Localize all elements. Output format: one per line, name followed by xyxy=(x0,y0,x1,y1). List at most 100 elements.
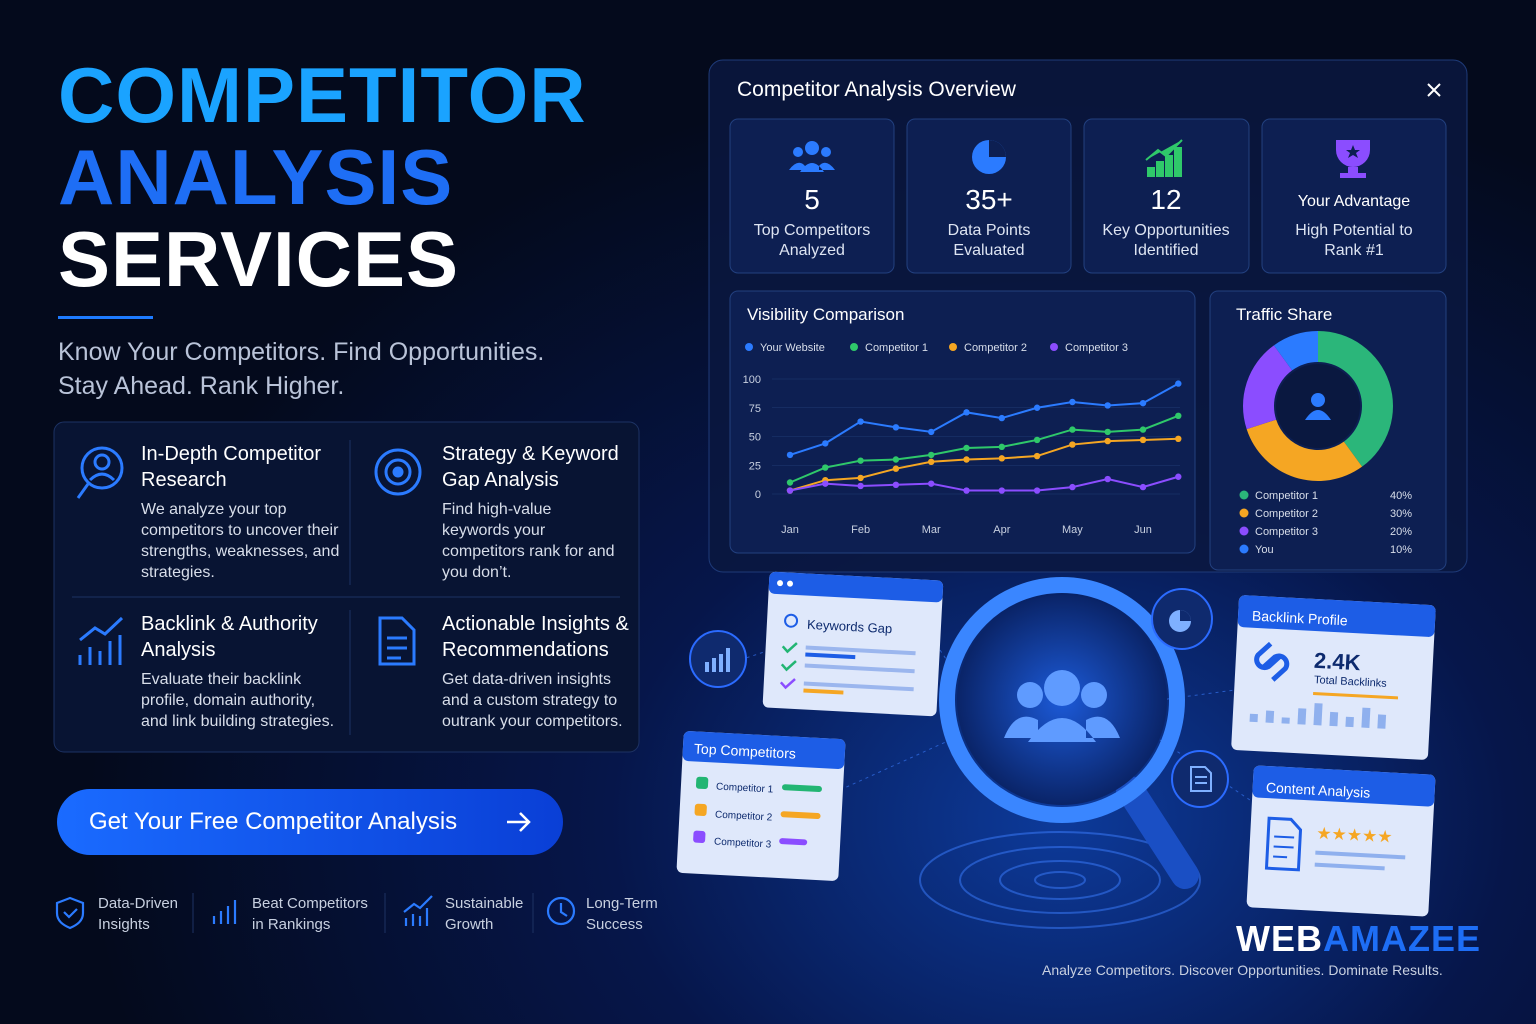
data-point xyxy=(857,418,864,425)
data-point xyxy=(1069,441,1076,448)
center-icon xyxy=(1311,393,1325,407)
series-line xyxy=(789,414,1179,484)
cta-button-bg xyxy=(57,789,563,855)
value-label: 20% xyxy=(1390,526,1412,538)
badge: Beat Competitors in Rankings xyxy=(252,895,368,933)
y-tick-label: 75 xyxy=(749,403,761,415)
data-point xyxy=(963,456,970,463)
brand-part: WEB xyxy=(1236,918,1323,959)
data-point xyxy=(786,451,794,459)
data-point xyxy=(857,474,864,482)
legend-label: Competitor 2 xyxy=(1255,508,1318,520)
x-tick-label: Feb xyxy=(851,524,870,536)
legend-marker xyxy=(1239,490,1249,500)
stat-value: 35+ xyxy=(965,184,1013,215)
data-point xyxy=(1104,437,1111,445)
underline xyxy=(58,316,153,319)
data-point xyxy=(998,443,1005,451)
feature-box xyxy=(53,421,640,753)
cta-arrow xyxy=(507,812,531,832)
subtitle: Know Your Competitors. Find Opportunitie… xyxy=(58,338,545,366)
feature-text: Find high-value keywords your competitor… xyxy=(442,501,615,581)
data-point xyxy=(892,456,900,463)
stat-label: Data Points Evaluated xyxy=(947,222,1031,259)
legend-label: Competitor 1 xyxy=(1255,490,1318,502)
data-point xyxy=(1104,402,1111,409)
y-tick-label: 100 xyxy=(743,374,761,386)
legend-marker xyxy=(850,343,858,351)
y-tick-label: 25 xyxy=(749,460,761,472)
data-point xyxy=(998,455,1005,462)
subtitle: Stay Ahead. Rank Higher. xyxy=(58,372,345,400)
stat-value: 5 xyxy=(804,184,820,215)
feature-text: Evaluate their backlink profile, domain … xyxy=(141,671,335,730)
stat-icons xyxy=(789,139,1370,178)
data-point xyxy=(822,464,829,471)
data-point xyxy=(1104,475,1111,483)
feature-text: Get data-driven insights and a custom st… xyxy=(442,671,623,730)
close-button[interactable] xyxy=(1427,83,1441,97)
value-label: 40% xyxy=(1390,490,1412,502)
data-point xyxy=(1139,399,1147,407)
data-point xyxy=(998,414,1005,422)
data-point xyxy=(1175,473,1182,480)
data-point xyxy=(857,482,864,490)
title-line: ANALYSIS xyxy=(58,133,454,221)
data-point xyxy=(928,451,935,459)
legend-marker xyxy=(949,343,957,351)
data-point xyxy=(928,428,935,436)
feature-text: We analyze your top competitors to uncov… xyxy=(141,501,340,581)
y-tick-label: 0 xyxy=(755,489,761,501)
data-point xyxy=(892,481,900,488)
data-point xyxy=(963,409,970,416)
badge-icons xyxy=(55,895,576,930)
panel-title: Competitor Analysis Overview xyxy=(737,78,1016,101)
x-tick-label: May xyxy=(1062,524,1083,536)
cta-button[interactable]: Get Your Free Competitor Analysis xyxy=(89,808,458,835)
stat-value: Your Advantage xyxy=(1297,193,1411,210)
stars: ★★★★★ xyxy=(1316,824,1393,847)
data-point xyxy=(1069,426,1076,433)
data-point xyxy=(963,487,970,494)
data-point xyxy=(1069,398,1076,406)
data-point xyxy=(822,480,829,487)
data-point xyxy=(1033,487,1041,494)
legend-marker xyxy=(745,343,753,351)
legend-label: Competitor 3 xyxy=(1065,342,1128,354)
center-icon xyxy=(1305,410,1331,420)
badge: Sustainable Growth xyxy=(445,895,524,933)
data-point xyxy=(928,480,935,487)
badge: Long-Term Success xyxy=(586,895,658,933)
data-point xyxy=(1139,483,1147,491)
data-point xyxy=(963,444,970,452)
x-tick-label: Jun xyxy=(1134,524,1152,536)
legend-marker xyxy=(1239,526,1249,536)
data-point xyxy=(1033,404,1041,411)
feature-icons xyxy=(76,446,422,666)
data-point xyxy=(998,487,1005,494)
data-point xyxy=(1139,426,1147,433)
series-line xyxy=(789,437,1179,492)
x-tick-label: Mar xyxy=(922,524,941,536)
data-point xyxy=(1175,380,1182,387)
data-point xyxy=(928,458,935,465)
chart-title: Visibility Comparison xyxy=(747,305,905,324)
data-point xyxy=(892,465,900,472)
data-point xyxy=(822,440,829,447)
data-point xyxy=(1033,436,1041,444)
legend-label: Competitor 3 xyxy=(1255,526,1318,538)
feature-title: Backlink & Authority Analysis xyxy=(141,613,318,661)
tagline: Analyze Competitors. Discover Opportunit… xyxy=(1042,962,1443,978)
series-line xyxy=(789,475,1179,492)
stat-value: 12 xyxy=(1150,184,1182,215)
data-point xyxy=(1069,483,1076,491)
data-point xyxy=(1104,428,1111,436)
title-line: COMPETITOR xyxy=(58,51,587,139)
legend-label: You xyxy=(1255,544,1274,556)
donut-slice xyxy=(1318,331,1393,467)
data-point xyxy=(786,487,794,494)
legend-label: Competitor 2 xyxy=(964,342,1027,354)
data-point xyxy=(786,479,794,486)
